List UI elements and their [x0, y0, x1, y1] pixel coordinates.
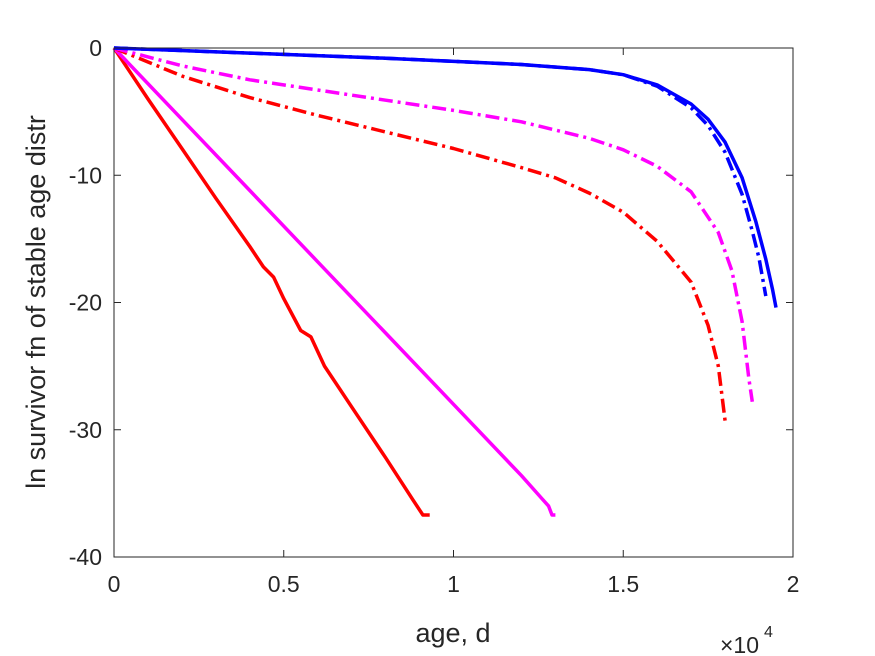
series-layer	[112, 46, 778, 517]
x-tick-label: 1	[447, 571, 460, 597]
axes-layer: 0 0.5 1 1.5 2 0 -10 -20 -30 -40	[69, 35, 800, 597]
y-tick-label: -40	[69, 544, 102, 570]
y-tick-label: 0	[89, 35, 102, 61]
y-axis-label: ln survivor fn of stable age distr	[21, 115, 51, 489]
x-tick-label: 1.5	[607, 571, 639, 597]
x-axis-label: age, d	[415, 618, 490, 648]
x-exponent-power: 4	[764, 624, 773, 641]
x-tick-label: 0.5	[268, 571, 300, 597]
x-tick-label: 2	[787, 571, 800, 597]
series-line-3	[113, 46, 727, 422]
x-exponent-label: ×10	[720, 632, 759, 656]
series-line-1	[112, 47, 430, 517]
y-tick-label: -20	[69, 290, 102, 316]
y-tick-label: -10	[69, 162, 102, 188]
series-line-2	[112, 46, 556, 517]
series-line-4	[113, 46, 755, 403]
y-tick-label: -30	[69, 417, 102, 443]
plot-area	[114, 48, 793, 557]
x-tick-label: 0	[108, 571, 121, 597]
series-line-6	[113, 46, 778, 308]
